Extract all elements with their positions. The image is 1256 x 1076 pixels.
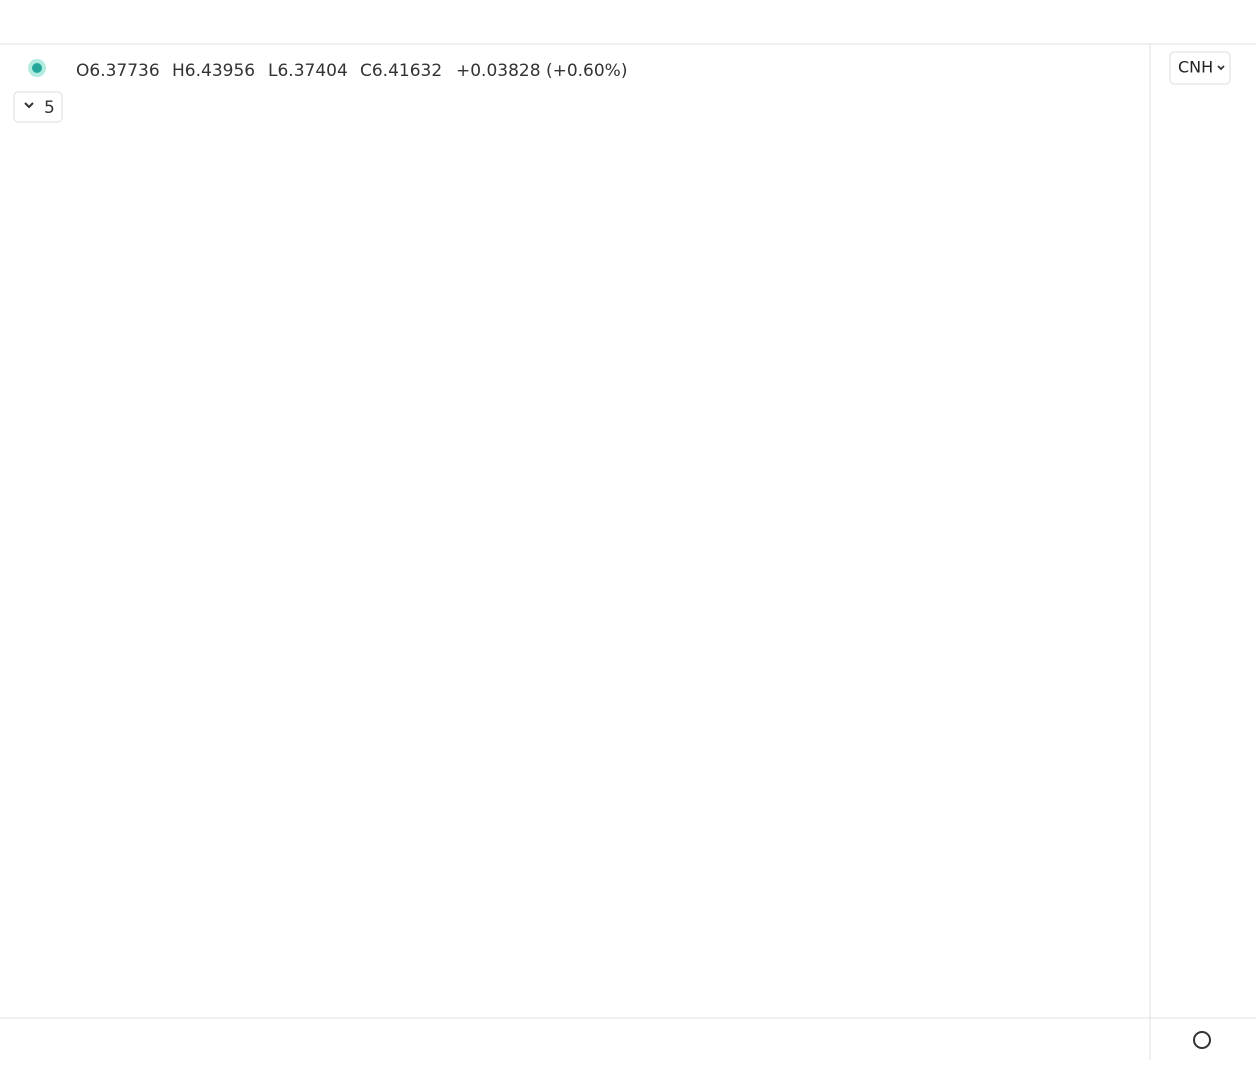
indicator-button[interactable] xyxy=(13,91,63,123)
indicator-count: 5 xyxy=(44,98,55,118)
settings[interactable] xyxy=(1193,1031,1211,1049)
settings-icon[interactable] xyxy=(1193,1031,1211,1049)
currency-select[interactable]: CNH xyxy=(1169,51,1231,85)
high: H6.43956 xyxy=(172,61,255,81)
change: +0.03828 (+0.60%) xyxy=(456,61,627,81)
status-dot xyxy=(32,63,42,73)
chevron xyxy=(24,102,34,109)
chevron xyxy=(1217,65,1225,71)
currency-button[interactable] xyxy=(1169,51,1231,85)
currency: CNH xyxy=(1178,58,1213,77)
indicator-toggle[interactable]: 5 xyxy=(13,91,63,123)
open: O6.37736 xyxy=(76,61,160,81)
low: L6.37404 xyxy=(268,61,348,81)
close: C6.41632 xyxy=(360,61,442,81)
